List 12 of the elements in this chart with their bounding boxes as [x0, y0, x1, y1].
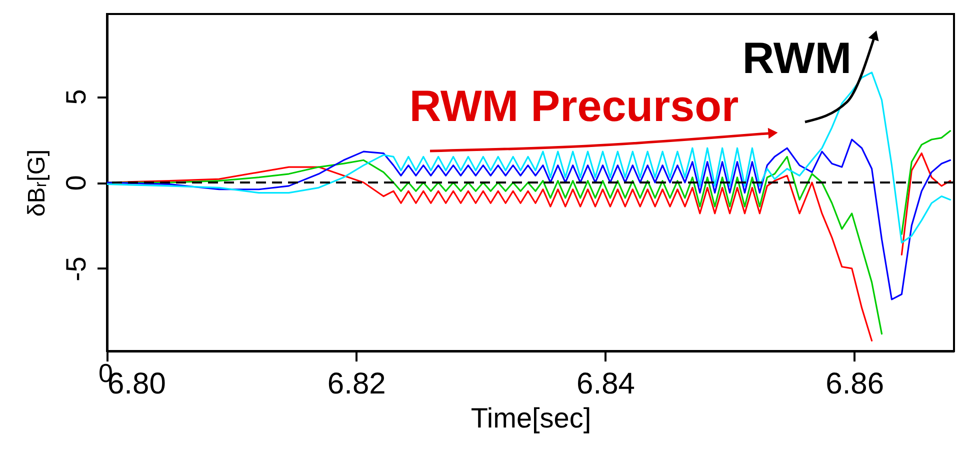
annotation: RWM — [742, 34, 852, 83]
annotation: RWM Precursor — [409, 82, 739, 131]
x-axis-title: Time[sec] — [470, 402, 592, 434]
line-series — [107, 72, 952, 244]
x-tick-label: 6.84 — [576, 368, 635, 400]
line-series — [107, 138, 952, 300]
x-tick-label: 6.86 — [826, 368, 884, 400]
y-tick-label: 5 — [60, 89, 92, 105]
y-tick-label: -5 — [60, 256, 92, 282]
y-tick-label: 0 — [60, 175, 92, 191]
y-axis-title: δBᵣ[G] — [24, 149, 50, 217]
x-tick-label: 6.82 — [327, 368, 386, 400]
